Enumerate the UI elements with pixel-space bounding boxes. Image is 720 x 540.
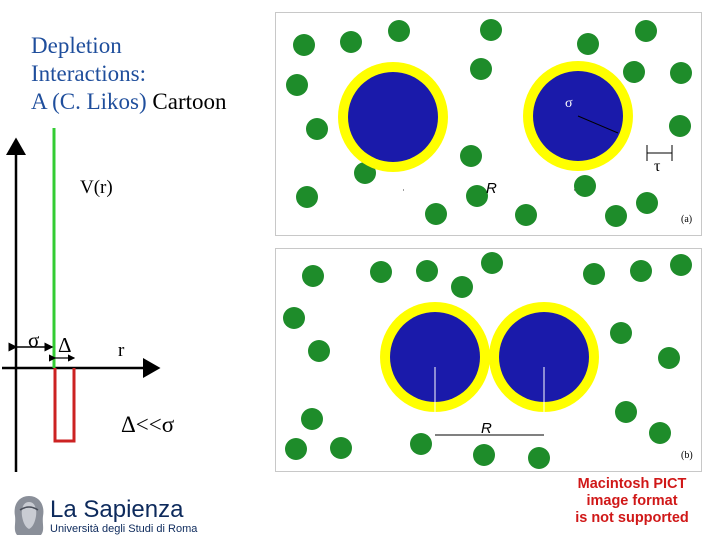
polymer-particles-b xyxy=(283,252,692,469)
title-line-1: Depletion xyxy=(31,33,122,58)
polymer-particles-a xyxy=(286,19,692,227)
attractive-well xyxy=(53,368,76,443)
y-axis-label: V(r) xyxy=(80,177,113,198)
title-cartoon-word: Cartoon xyxy=(152,89,227,114)
panel-b-label: (b) xyxy=(681,450,693,461)
panel-b-distance-label: R xyxy=(481,420,492,437)
title-attribution: A (C. Likos) xyxy=(31,89,153,114)
panel-a xyxy=(275,12,702,236)
x-axis-label: r xyxy=(118,340,125,361)
pict-unsupported-notice: Macintosh PICT image format is not suppo… xyxy=(546,476,718,527)
title-line-3: A (C. Likos) Cartoon xyxy=(31,88,227,116)
panel-b xyxy=(275,248,702,472)
delta-label: Δ xyxy=(58,333,72,357)
colloid-right-b xyxy=(499,312,589,402)
title-line-2: Interactions: xyxy=(31,61,146,86)
pict-line-2: image format xyxy=(586,493,678,509)
panel-a-tau: τ xyxy=(654,158,661,175)
minerva-head-icon xyxy=(14,496,44,535)
slide-title: Depletion Interactions: A (C. Likos) Car… xyxy=(31,32,227,116)
colloid-left-b xyxy=(390,312,480,402)
pict-line-1: Macintosh PICT xyxy=(577,476,687,492)
panel-a-distance-label: R xyxy=(486,180,497,197)
sigma-label: σ xyxy=(28,328,40,352)
colloid-left xyxy=(348,72,438,162)
radius-arrow xyxy=(577,115,619,134)
pict-line-3: is not supported xyxy=(575,510,689,526)
panel-a-sigma: σ xyxy=(565,96,573,111)
logo-subtitle: Università degli Studi di Roma xyxy=(50,523,198,535)
panel-a-label: (a) xyxy=(681,214,693,225)
condition-label: Δ<<σ xyxy=(121,412,175,437)
logo-name: La Sapienza xyxy=(50,496,184,523)
